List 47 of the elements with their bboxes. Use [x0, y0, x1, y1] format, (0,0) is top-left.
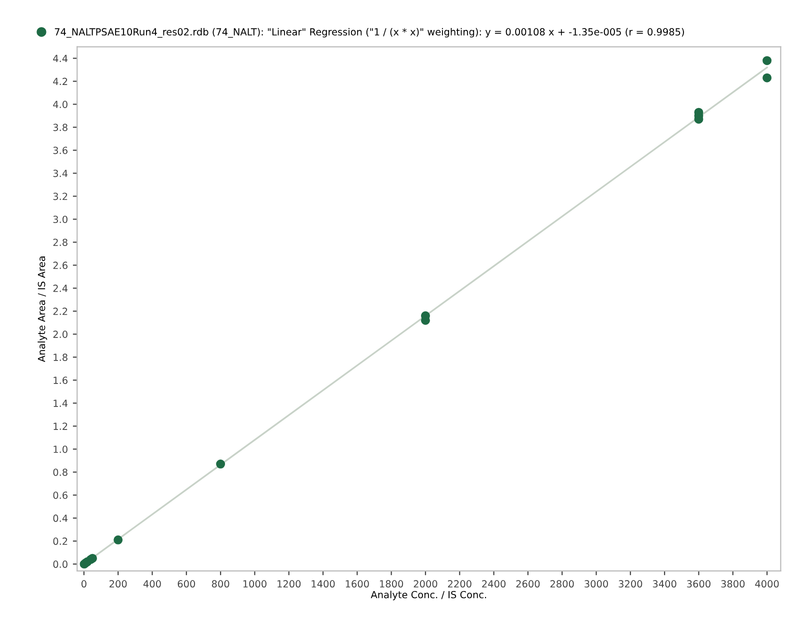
x-tick-label: 4000: [755, 580, 779, 588]
x-tick-label: 2800: [550, 580, 574, 588]
x-tick-label: 1800: [380, 580, 404, 588]
x-tick-label: 3400: [652, 580, 676, 588]
y-tick-label: 1.8: [54, 354, 68, 361]
x-tick-label: 1200: [278, 580, 301, 588]
y-tick-label: 2.4: [53, 284, 68, 292]
x-tick-label: 200: [110, 580, 127, 588]
y-tick-label: 2.0: [53, 330, 68, 338]
x-tick-label: 2600: [516, 580, 540, 588]
y-tick-label: 0.6: [53, 492, 68, 499]
y-tick-label: 0.8: [53, 468, 68, 476]
y-tick-label: 3.6: [53, 146, 68, 154]
x-tick-label: 2400: [482, 580, 506, 588]
x-axis-title: Analyte Conc. / IS Conc.: [370, 590, 486, 600]
legend-label: 74_NALTPSAE10Run4_res02.rdb (74_NALT): "Linear" Regression ("1 / (x * x)" weighting): y = 0.00108 x + -1.35e-005 (r = 0.9985): [54, 28, 684, 38]
y-tick-label: 3.4: [53, 170, 68, 178]
x-tick-label: 1400: [312, 580, 335, 588]
x-tick-label: 3800: [721, 580, 745, 588]
y-tick-label: 4.2: [53, 78, 68, 85]
y-tick-label: 0.2: [53, 538, 68, 545]
x-tick-label: 400: [143, 580, 161, 588]
y-tick-label: 2.2: [53, 308, 68, 315]
x-tick-label: 800: [212, 580, 230, 588]
y-tick-label: 1.2: [54, 422, 68, 430]
x-tick-label: 3000: [584, 580, 608, 588]
y-tick-label: 1.4: [54, 400, 68, 407]
x-tick-label: 1000: [243, 580, 266, 588]
y-tick-label: 3.0: [53, 216, 68, 224]
y-tick-label: 1.0: [54, 446, 68, 453]
x-tick-label: 600: [178, 580, 196, 588]
y-tick-label: 3.2: [53, 192, 68, 200]
y-tick-label: 0.4: [53, 514, 68, 522]
y-tick-label: 0.0: [53, 560, 68, 568]
x-tick-label: 0: [81, 580, 86, 588]
y-tick-label: 4.4: [53, 54, 68, 62]
y-tick-label: 2.6: [53, 262, 68, 270]
x-tick-label: 3600: [687, 580, 710, 588]
y-tick-label: 1.6: [54, 376, 68, 384]
x-tick-label: 3200: [618, 580, 642, 588]
x-tick-label: 2000: [414, 580, 438, 588]
y-tick-label: 2.8: [53, 238, 68, 246]
x-tick-label: 2200: [448, 580, 472, 588]
y-tick-label: 4.0: [53, 100, 68, 108]
y-tick-label: 3.8: [53, 124, 68, 132]
y-axis-title: Analyte Area / IS Area: [38, 256, 48, 362]
x-tick-label: 1600: [346, 580, 369, 588]
